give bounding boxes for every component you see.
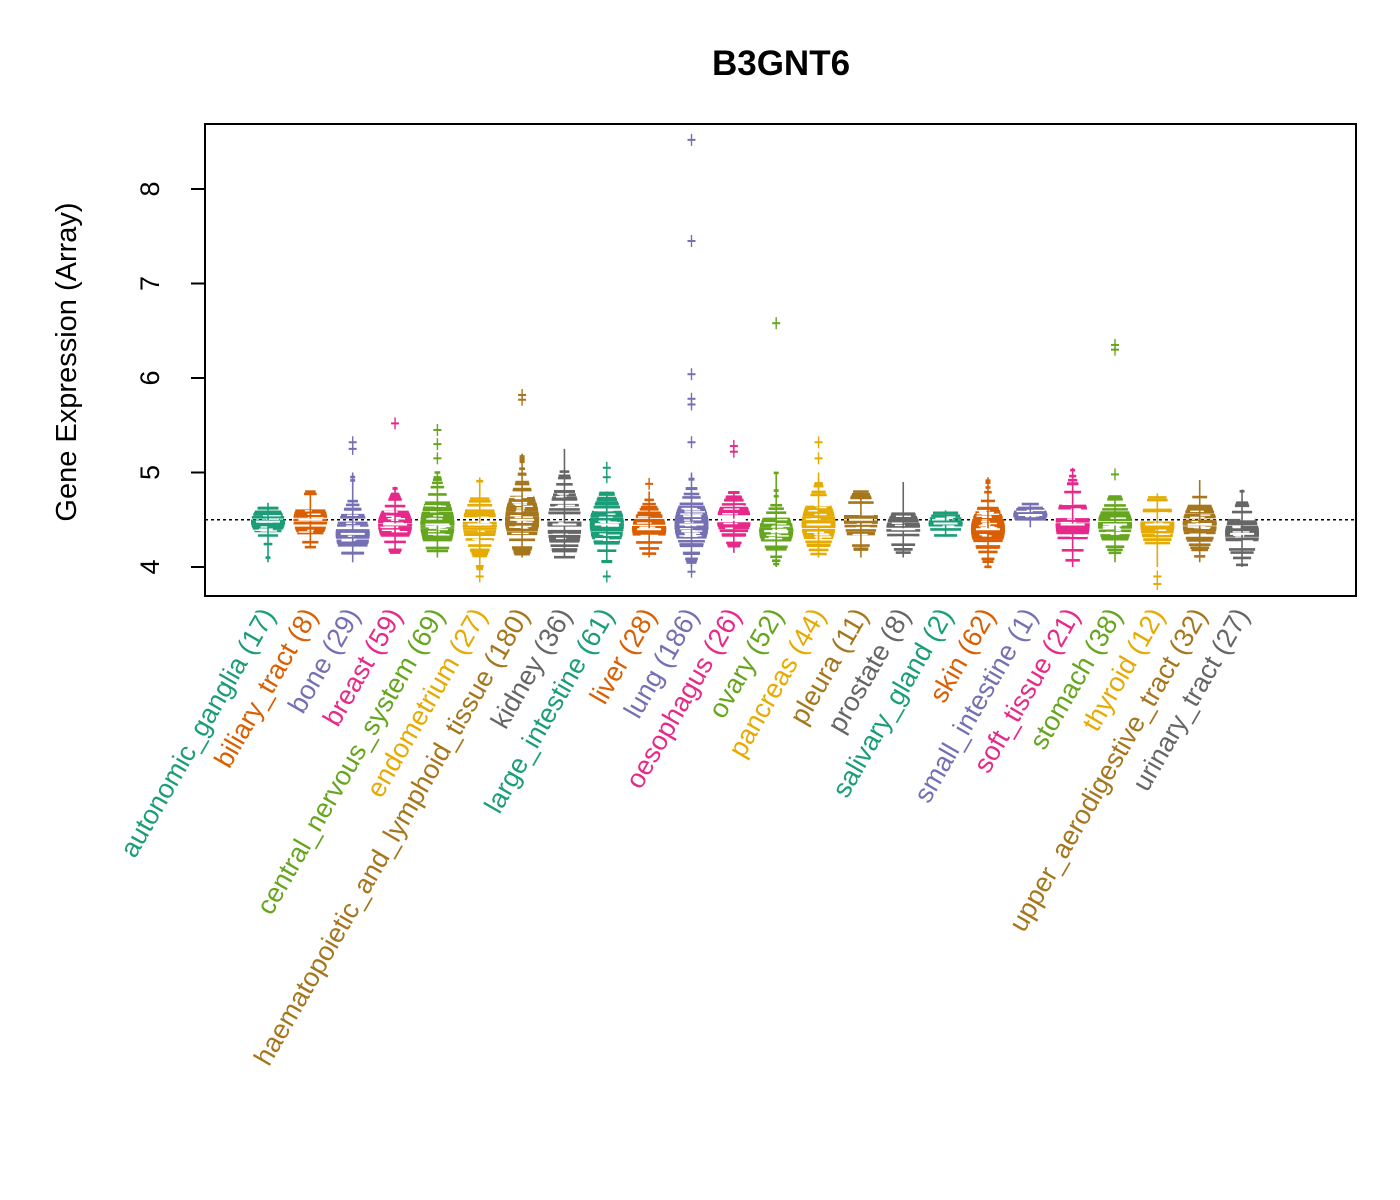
swarm-biliary-tract [293, 490, 328, 549]
swarm-ovary [759, 317, 794, 567]
swarm-urinary-tract [1225, 489, 1260, 567]
swarm-kidney [547, 448, 582, 559]
swarm-breast [378, 417, 413, 554]
swarm-soft-tissue [1055, 467, 1090, 567]
swarm-lung [674, 133, 709, 578]
swarm-small-intestine [1013, 502, 1048, 528]
swarm-autonomic-ganglia [251, 502, 285, 563]
swarm-stomach [1098, 338, 1132, 563]
swarm-pancreas [801, 436, 836, 558]
y-tick-label: 8 [135, 181, 165, 196]
swarm-salivary-gland [928, 510, 963, 537]
swarm-oesophagus [717, 440, 751, 553]
swarm-central-nervous-system [420, 423, 455, 558]
swarm-bone [335, 436, 370, 563]
plot-area [205, 133, 1356, 591]
y-axis: 4 5 6 7 8 [135, 181, 206, 575]
y-tick-label: 6 [135, 370, 165, 385]
category-labels: autonomic_ganglia (17)biliary_tract (8)b… [114, 603, 1255, 1070]
swarm-large-intestine [589, 461, 624, 583]
swarm-upper-aerodigestive-tract [1182, 480, 1217, 563]
swarm-liver [632, 477, 667, 558]
swarm-pleura [843, 490, 878, 558]
y-tick-label: 7 [135, 276, 165, 291]
chart-title: B3GNT6 [712, 44, 850, 83]
swarm-thyroid [1140, 493, 1175, 591]
swarm-endometrium [462, 477, 497, 583]
swarm-prostate [886, 481, 921, 558]
y-tick-label: 4 [135, 559, 165, 574]
y-tick-label: 5 [135, 465, 165, 480]
swarm-haematopoietic-and-lymphoid-tissue [505, 389, 540, 558]
y-axis-label: Gene Expression (Array) [51, 202, 83, 521]
swarm-skin [970, 477, 1005, 569]
